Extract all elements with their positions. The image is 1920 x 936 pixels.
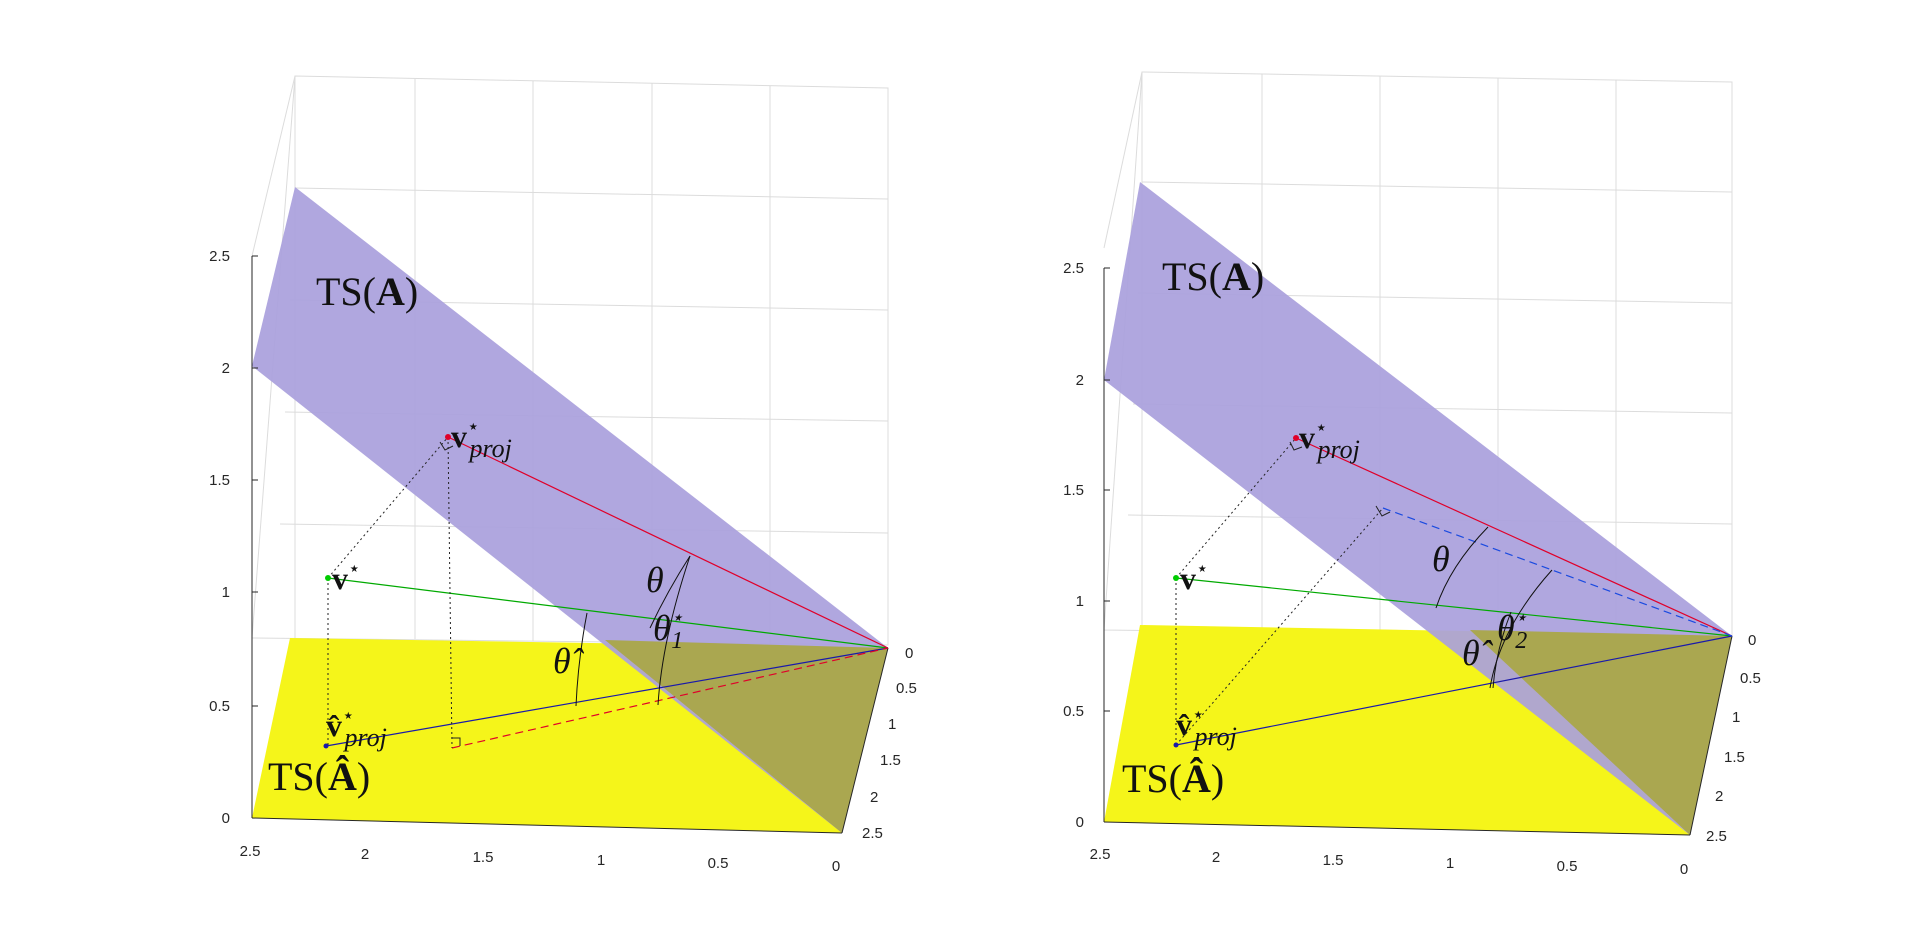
- x-tick: 1: [1446, 855, 1454, 872]
- z-tick: 2: [222, 360, 230, 377]
- right-angle-marker: [1375, 505, 1391, 517]
- x-tick: 1.5: [473, 849, 494, 866]
- label-ts-a: TS(A): [1162, 254, 1264, 299]
- dotted-v-to-vproj: [327, 436, 449, 579]
- z-tick: 0: [1076, 814, 1084, 831]
- label-v-star: v⋆: [332, 558, 361, 596]
- x-tick: 2.5: [240, 843, 261, 860]
- point-v-hat-proj: [1173, 742, 1179, 748]
- vector-v-hat-proj: [1175, 635, 1733, 746]
- y-tick: 0.5: [896, 680, 917, 697]
- x-tick-labels: 2.5 2 1.5 1 0.5 0: [240, 843, 841, 875]
- label-v-proj: v⋆ proj: [451, 416, 512, 463]
- z-tick: 0.5: [209, 698, 230, 715]
- z-tick: 0.5: [1063, 703, 1084, 720]
- point-v-proj: [1293, 435, 1299, 441]
- right-angle-marker-proj: [1289, 441, 1303, 451]
- y-tick: 2: [870, 789, 878, 806]
- z-tick: 1.5: [1063, 482, 1084, 499]
- y-tick-labels: 0 0.5 1 1.5 2 2.5: [1706, 632, 1761, 845]
- x-tick: 1: [597, 852, 605, 869]
- vectors: [323, 434, 889, 749]
- vector-v-star: [327, 577, 889, 649]
- label-ts-a-hat: TS(Â): [1122, 756, 1224, 801]
- axes: [1103, 267, 1733, 836]
- x-tick: 0: [1680, 861, 1688, 878]
- vector-v-proj: [1295, 437, 1733, 637]
- label-theta-star: θ⋆ 1: [653, 607, 683, 654]
- x-tick: 2: [361, 846, 369, 863]
- z-tick: 2.5: [1063, 260, 1084, 277]
- x-tick: 0: [832, 858, 840, 875]
- x-tick: 2: [1212, 849, 1220, 866]
- dotted-vproj-down: [447, 436, 453, 749]
- y-tick: 0: [905, 645, 913, 662]
- angle-arc-theta-star: [1489, 569, 1553, 689]
- y-tick: 2.5: [1706, 828, 1727, 845]
- panel-left: 0 0.5 1 1.5 2 2.5 2.5 2 1.5 1 0.5 0 0 0.…: [209, 75, 917, 875]
- z-tick: 0: [222, 810, 230, 827]
- z-tick: 2.5: [209, 248, 230, 265]
- z-tick-labels: 0 0.5 1 1.5 2 2.5: [1063, 260, 1084, 831]
- panel-right: 0 0.5 1 1.5 2 2.5 2.5 2 1.5 1 0.5 0 0 0.…: [1063, 71, 1761, 878]
- vectors: [1173, 435, 1733, 748]
- z-tick-labels: 0 0.5 1 1.5 2 2.5: [209, 248, 230, 827]
- y-tick: 0.5: [1740, 670, 1761, 687]
- y-tick-labels: 0 0.5 1 1.5 2 2.5: [862, 645, 917, 842]
- point-v-proj: [445, 434, 451, 440]
- axes: [251, 255, 889, 834]
- plane-overlap: [1470, 630, 1732, 835]
- z-tick: 2: [1076, 372, 1084, 389]
- z-tick: 1: [1076, 593, 1084, 610]
- x-tick-labels: 2.5 2 1.5 1 0.5 0: [1090, 846, 1689, 878]
- point-v-hat-proj: [323, 743, 329, 749]
- dotted-v-to-vproj: [1175, 437, 1297, 579]
- angle-arc-theta-star: [657, 555, 691, 706]
- y-tick: 1.5: [1724, 749, 1745, 766]
- x-tick: 2.5: [1090, 846, 1111, 863]
- label-v-star: v⋆: [1180, 558, 1209, 596]
- y-tick: 0: [1748, 632, 1756, 649]
- label-theta: θ: [1432, 539, 1450, 579]
- y-tick: 1: [888, 716, 896, 733]
- label-v-hat-proj: v̂⋆ proj: [326, 705, 387, 752]
- label-theta-star: θ⋆ 2: [1497, 607, 1527, 654]
- vector-v-hat-proj: [325, 647, 889, 747]
- x-tick: 0.5: [1557, 858, 1578, 875]
- y-tick: 1.5: [880, 752, 901, 769]
- label-ts-a-hat: TS(Â): [268, 754, 370, 799]
- angle-arc-theta-hat: [1492, 611, 1512, 689]
- dashed-blue-line: [1382, 507, 1733, 637]
- dashed-red-line: [451, 647, 889, 749]
- right-angle-marker-proj: [439, 441, 454, 451]
- plane-overlap: [605, 640, 888, 833]
- angle-arc-theta-hat: [575, 612, 588, 707]
- y-tick: 2: [1715, 788, 1723, 805]
- label-ts-a: TS(A): [316, 269, 418, 314]
- label-v-hat-proj: v̂⋆ proj: [1176, 704, 1237, 751]
- vector-v-star: [1175, 577, 1733, 637]
- right-angle-marker: [452, 737, 461, 746]
- label-v-proj: v⋆ proj: [1299, 417, 1360, 464]
- point-v-star: [325, 575, 331, 581]
- z-tick: 1: [222, 584, 230, 601]
- y-tick: 1: [1732, 709, 1740, 726]
- vector-v-proj: [447, 436, 889, 649]
- z-tick: 1.5: [209, 472, 230, 489]
- x-tick: 1.5: [1323, 852, 1344, 869]
- angle-arc-theta: [649, 555, 691, 629]
- label-theta: θ: [646, 560, 664, 600]
- angle-arc-theta: [1435, 526, 1489, 609]
- x-tick: 0.5: [708, 855, 729, 872]
- y-tick: 2.5: [862, 825, 883, 842]
- point-v-star: [1173, 575, 1179, 581]
